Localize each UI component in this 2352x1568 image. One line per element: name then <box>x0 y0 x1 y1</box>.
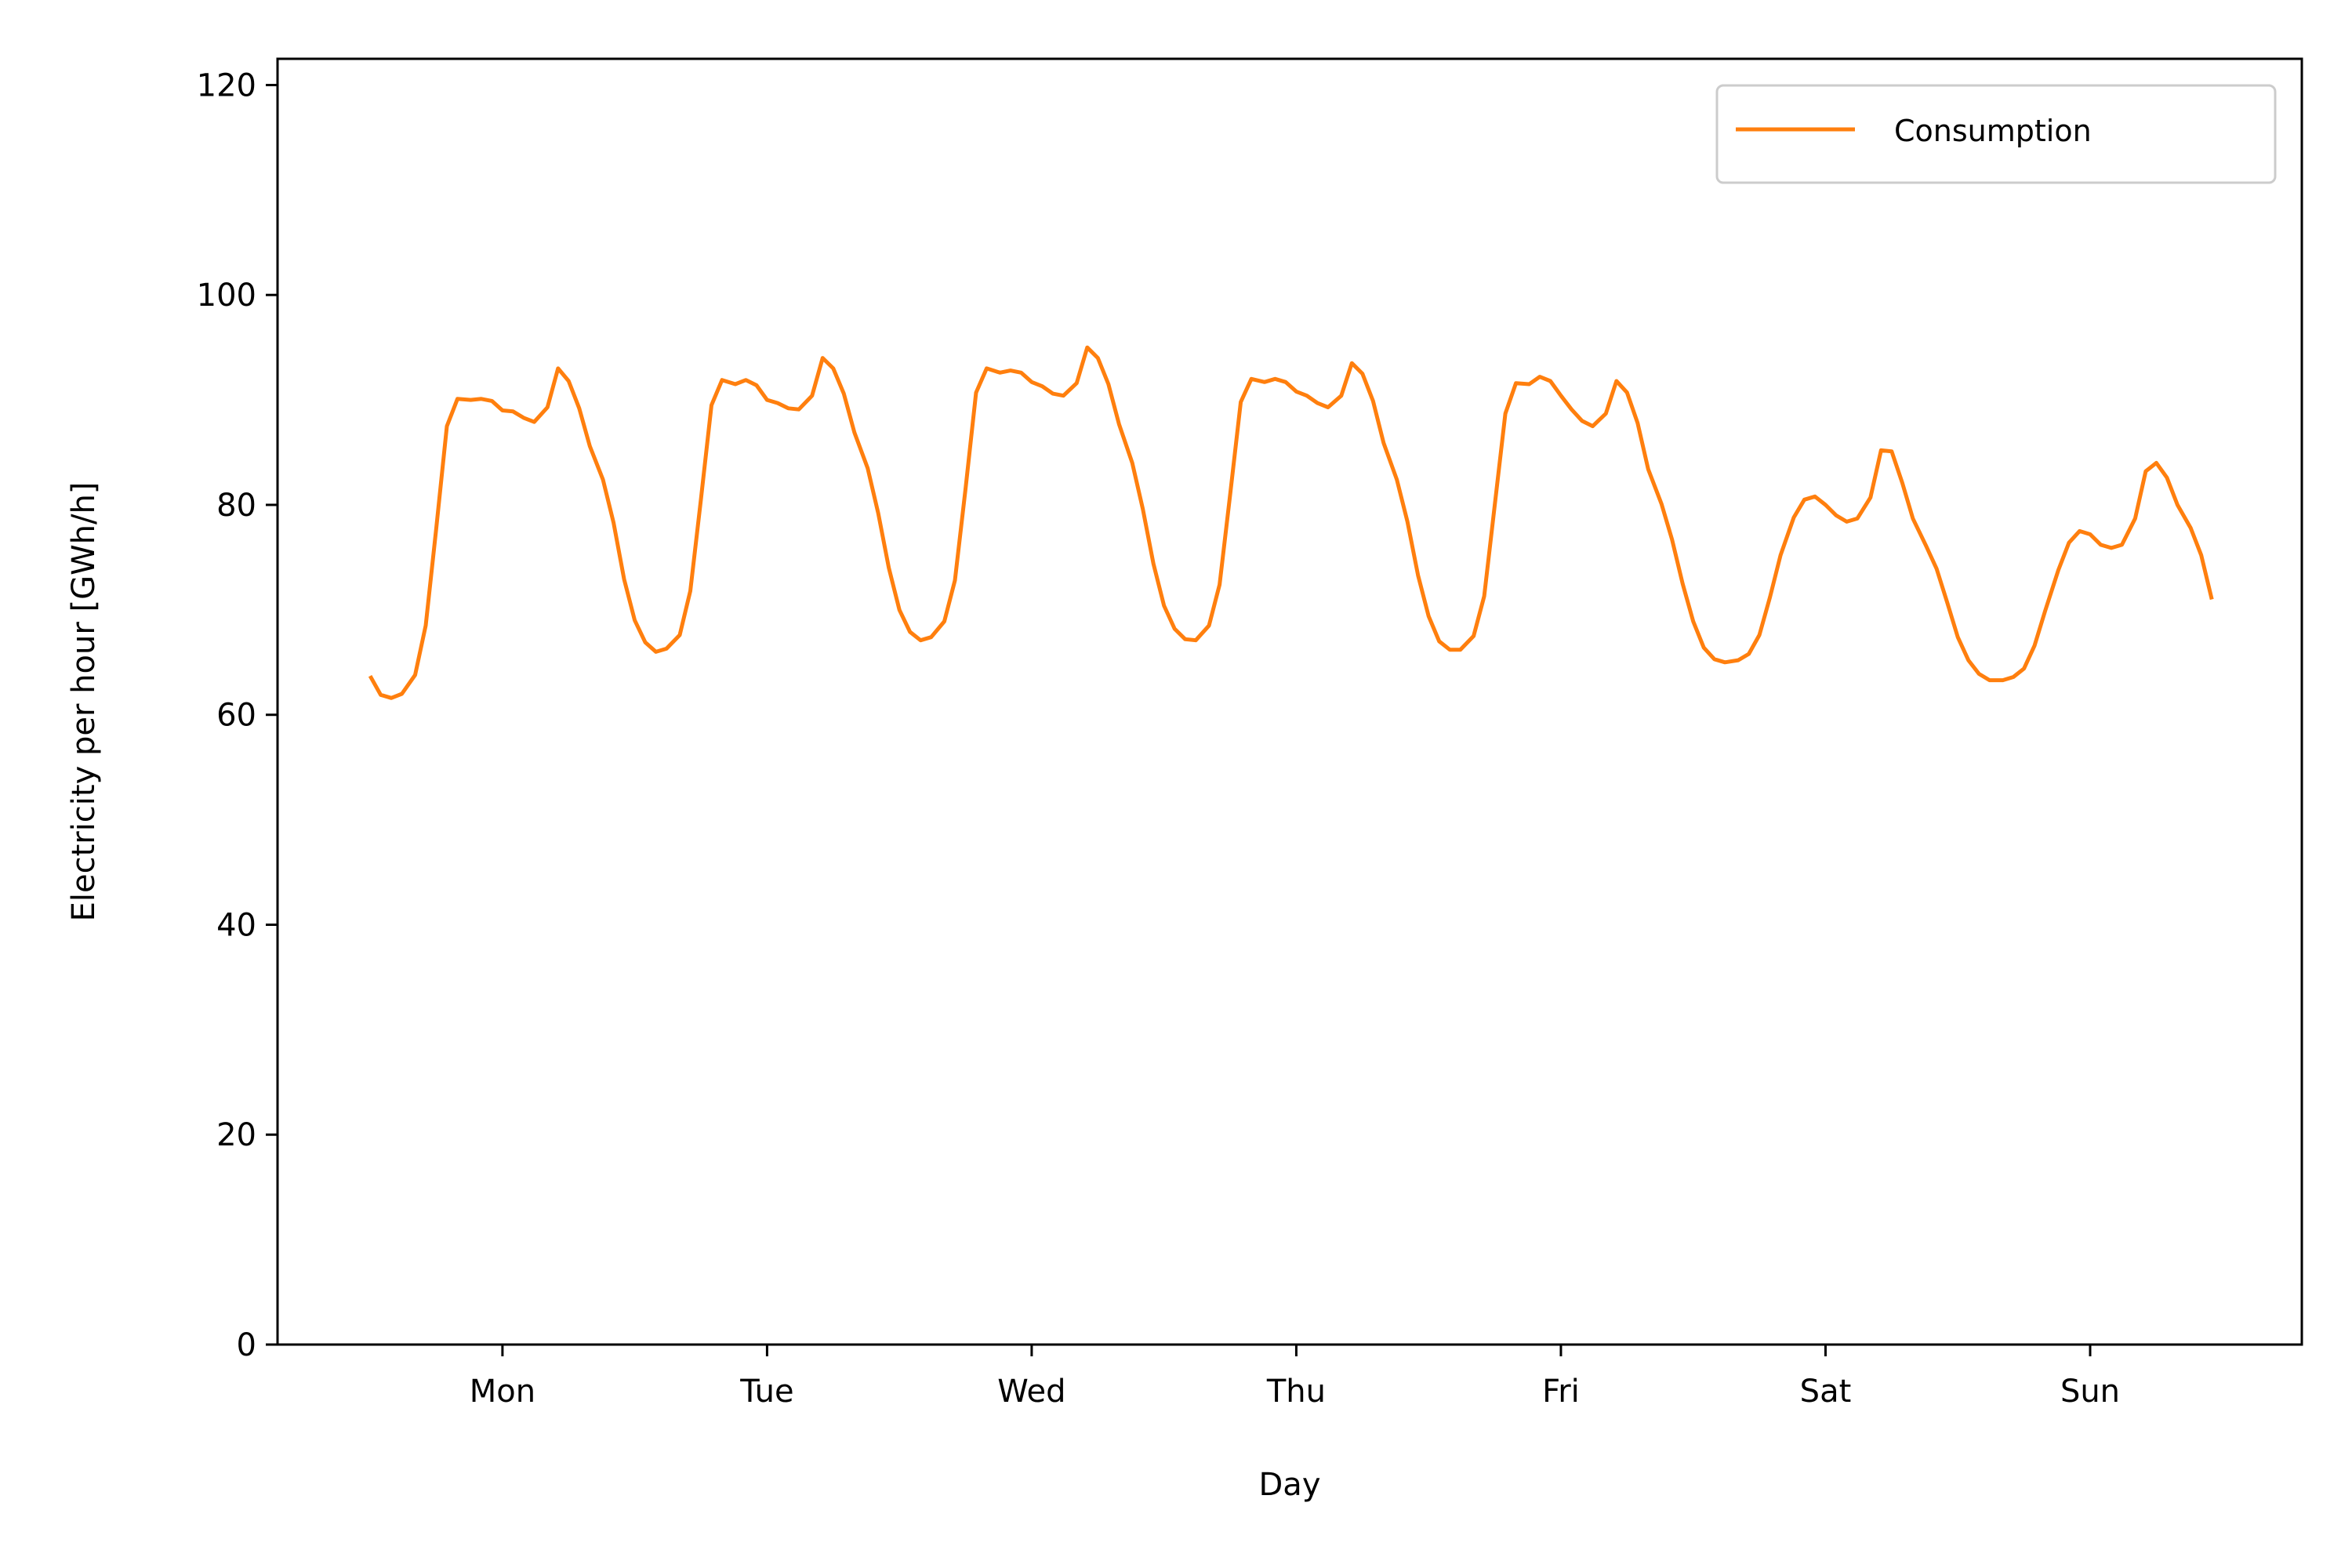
x-tick-label-tue: Tue <box>739 1374 793 1410</box>
legend-label-consumption: Consumption <box>1894 114 2092 148</box>
y-tick-label-20: 20 <box>216 1117 256 1153</box>
series-layer <box>368 345 2214 700</box>
axes-frame <box>276 57 2303 1346</box>
x-tick-label-mon: Mon <box>470 1374 535 1410</box>
x-tick-label-fri: Fri <box>1542 1374 1580 1410</box>
x-tick-label-thu: Thu <box>1266 1374 1326 1410</box>
y-tick-label-100: 100 <box>197 278 256 314</box>
plot-area <box>276 57 2303 1346</box>
y-axis-ticks: 0 20 40 60 80 100 120 <box>197 67 278 1363</box>
y-tick-label-60: 60 <box>216 698 256 734</box>
x-tick-label-wed: Wed <box>997 1374 1065 1410</box>
legend-box <box>1715 84 2277 184</box>
x-axis-ticks: Mon Tue Wed Thu Fri Sat Sun <box>470 1345 2120 1410</box>
x-axis-title: Day <box>1259 1467 1321 1503</box>
legend: Consumption <box>1715 84 2277 184</box>
x-tick-label-sun: Sun <box>2060 1374 2120 1410</box>
series-line-consumption <box>368 345 2214 700</box>
y-axis-title: Electricity per hour [GWh/h] <box>66 482 102 922</box>
y-tick-label-40: 40 <box>216 907 256 943</box>
y-tick-label-0: 0 <box>237 1327 256 1363</box>
y-tick-label-120: 120 <box>197 67 256 103</box>
x-tick-label-sat: Sat <box>1800 1374 1852 1410</box>
y-tick-label-80: 80 <box>216 488 256 524</box>
